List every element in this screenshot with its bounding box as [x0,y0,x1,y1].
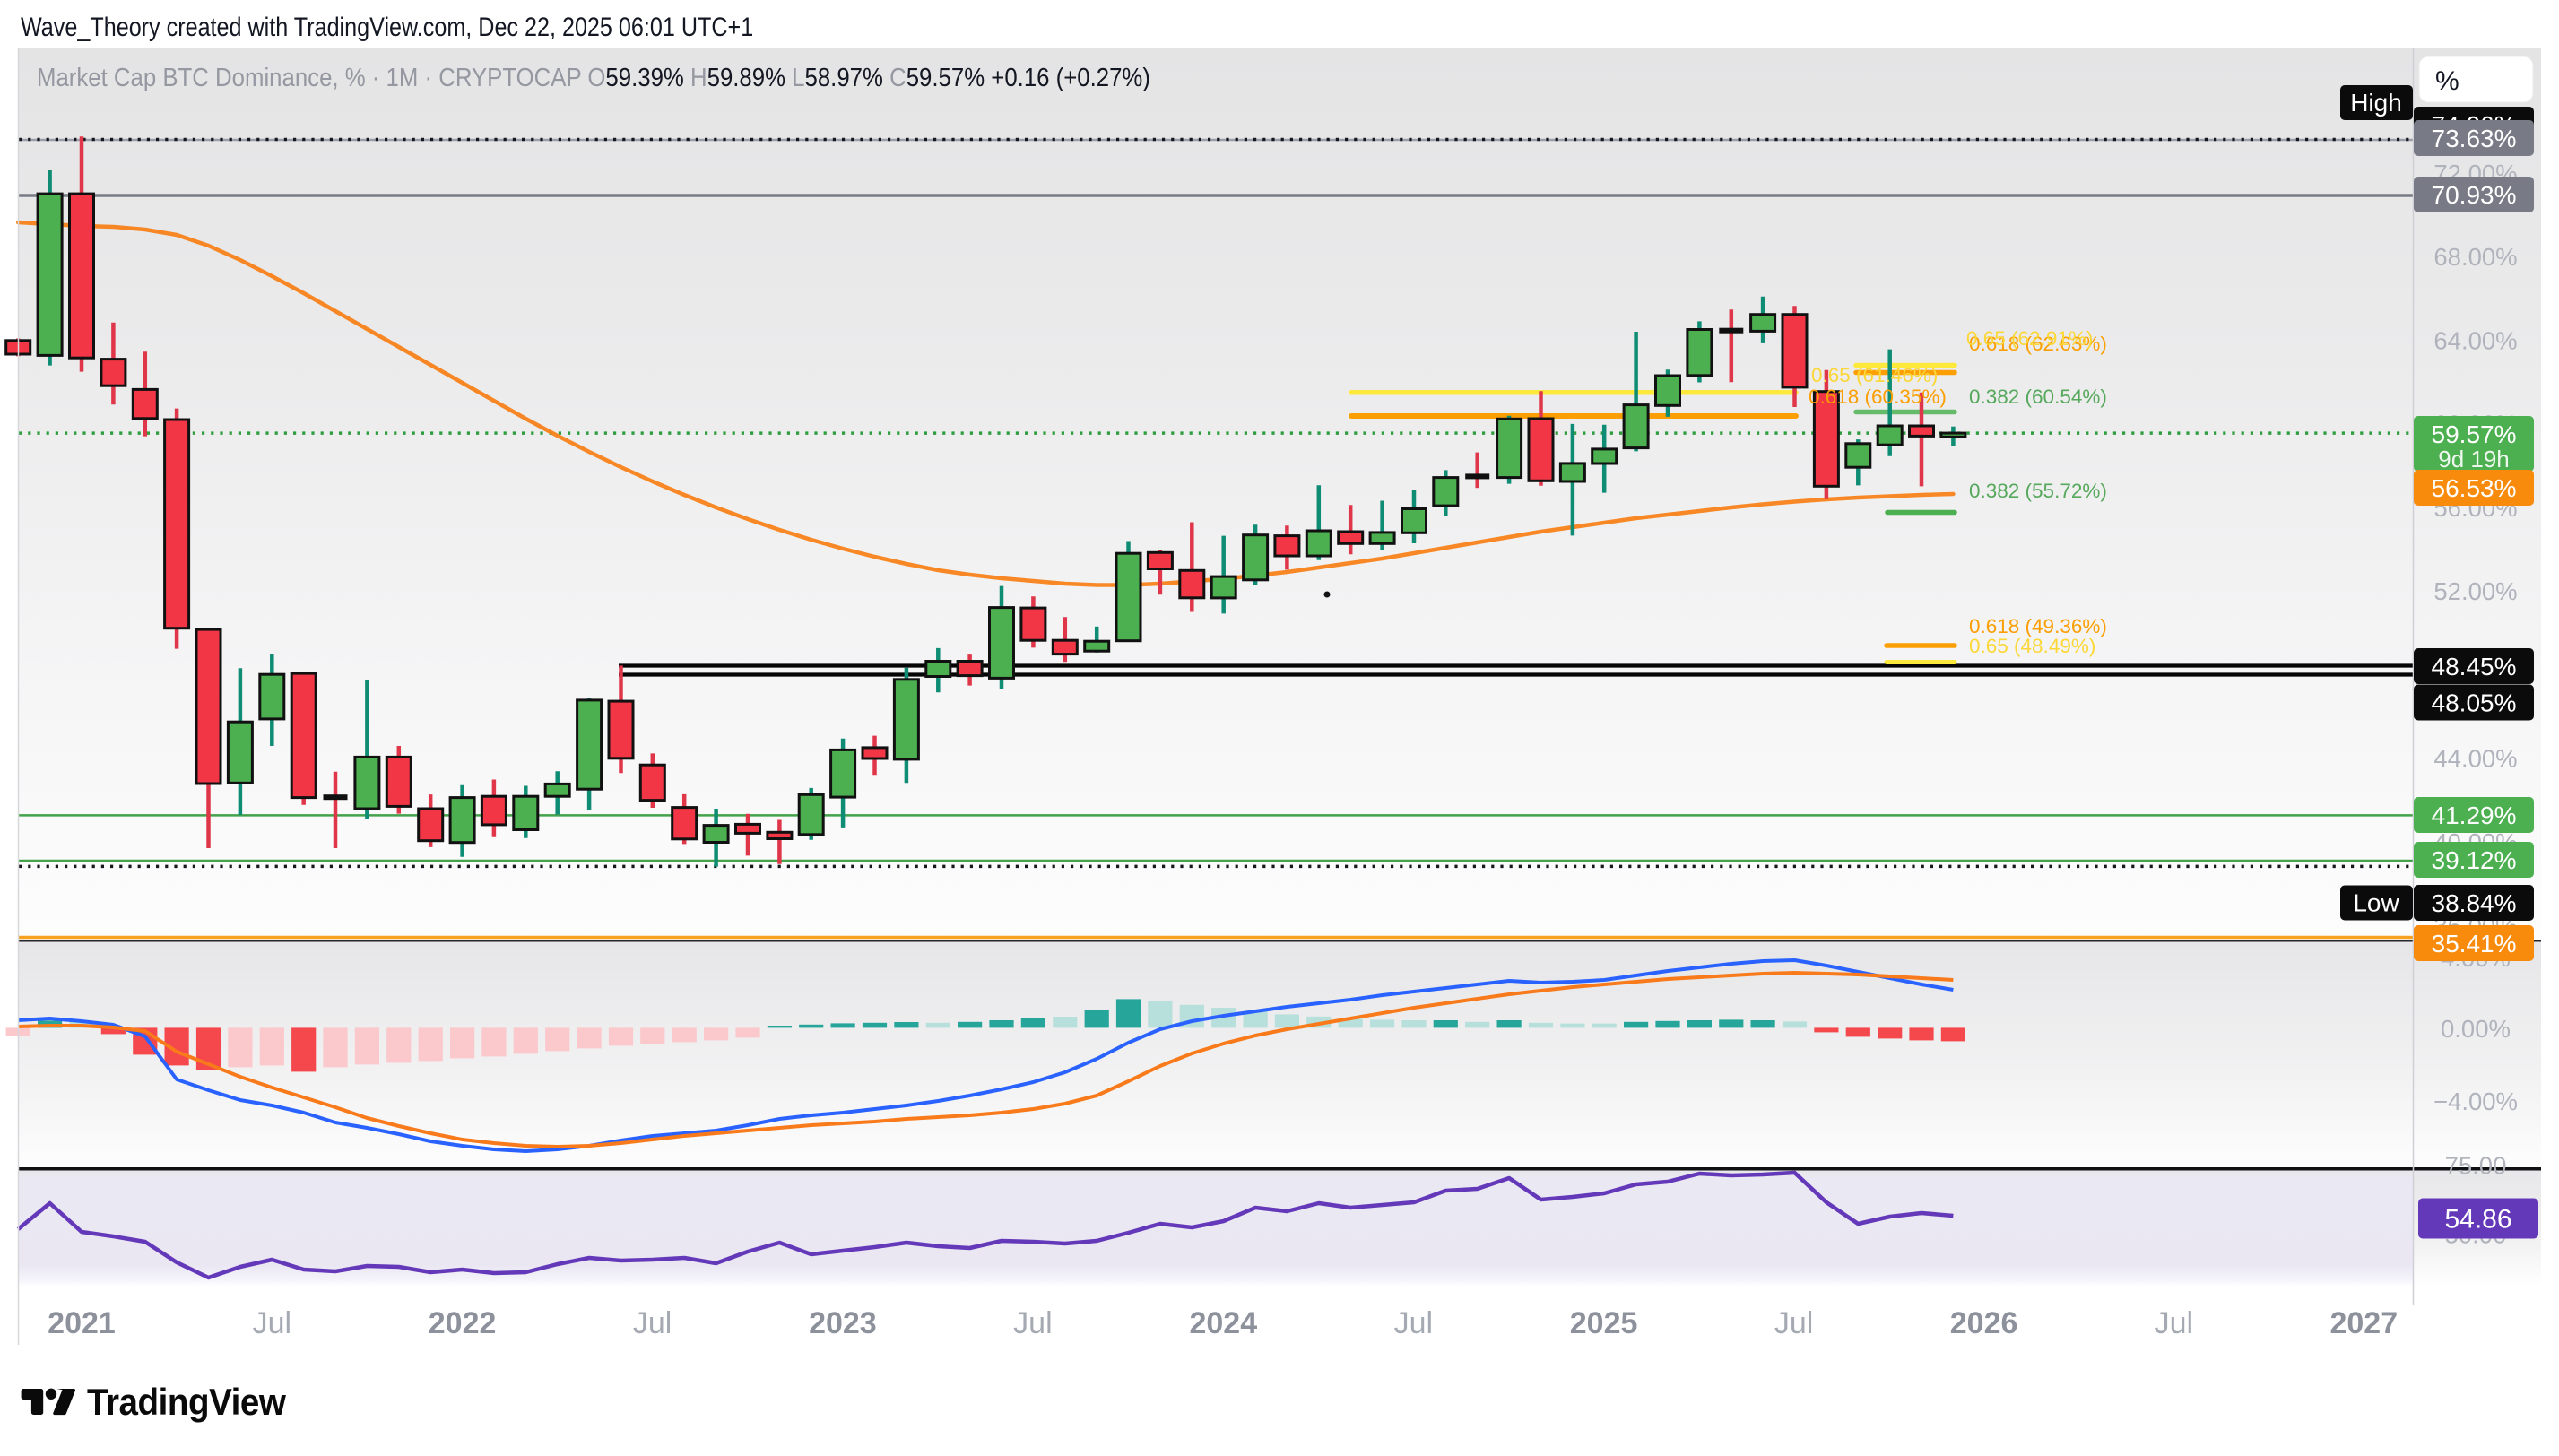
svg-text:Market Cap BTC Dominance, % ·: Market Cap BTC Dominance, % · 1M · CRYPT… [37,63,1150,92]
svg-text:41.29%: 41.29% [2432,802,2517,829]
svg-text:2027: 2027 [2329,1306,2398,1340]
svg-text:44.00%: 44.00% [2433,745,2517,773]
svg-text:48.05%: 48.05% [2432,689,2517,716]
svg-text:2023: 2023 [809,1306,877,1340]
svg-text:38.84%: 38.84% [2432,889,2517,917]
svg-text:%: % [2435,66,2459,96]
svg-text:Jul: Jul [2155,1306,2193,1340]
svg-text:2025: 2025 [1570,1306,1638,1340]
svg-text:56.53%: 56.53% [2432,474,2517,502]
svg-text:0.618 (62.63%): 0.618 (62.63%) [1969,333,2107,355]
svg-text:Jul: Jul [1774,1306,1813,1340]
svg-text:48.45%: 48.45% [2432,653,2517,680]
svg-text:Wave_Theory created with Tradi: Wave_Theory created with TradingView.com… [21,12,753,41]
svg-text:TradingView: TradingView [87,1382,287,1424]
svg-text:High: High [2350,89,2402,117]
svg-text:0.65 (61.46%): 0.65 (61.46%) [1811,364,1938,386]
svg-text:0.618 (60.35%): 0.618 (60.35%) [1809,386,1947,408]
svg-text:35.41%: 35.41% [2432,930,2517,958]
svg-text:73.63%: 73.63% [2432,125,2517,152]
svg-text:−4.00%: −4.00% [2433,1088,2518,1115]
svg-text:39.12%: 39.12% [2432,846,2517,874]
svg-text:0.65 (62.91%): 0.65 (62.91%) [1966,327,2093,350]
svg-text:Jul: Jul [1013,1306,1052,1340]
svg-text:64.00%: 64.00% [2433,326,2517,354]
svg-text:Low: Low [2353,889,2399,917]
svg-text:0.382 (55.72%): 0.382 (55.72%) [1969,480,2107,502]
svg-text:68.00%: 68.00% [2433,243,2517,271]
svg-text:Jul: Jul [633,1306,672,1340]
svg-text:70.93%: 70.93% [2432,181,2517,209]
svg-text:0.65 (48.49%): 0.65 (48.49%) [1969,635,2095,657]
svg-text:2022: 2022 [429,1306,497,1340]
svg-text:75.00: 75.00 [2445,1152,2507,1180]
svg-text:2021: 2021 [48,1306,116,1340]
svg-text:54.86: 54.86 [2444,1205,2511,1235]
svg-text:9d 19h: 9d 19h [2438,446,2510,472]
svg-text:Jul: Jul [1394,1306,1433,1340]
svg-text:0.382 (60.54%): 0.382 (60.54%) [1969,386,2107,408]
svg-text:0.618 (49.36%): 0.618 (49.36%) [1969,615,2107,637]
svg-text:2024: 2024 [1189,1306,1257,1340]
svg-text:52.00%: 52.00% [2433,577,2517,605]
svg-text:Jul: Jul [253,1306,291,1340]
svg-text:2026: 2026 [1950,1306,2018,1340]
svg-text:0.00%: 0.00% [2441,1015,2511,1043]
svg-text:59.57%: 59.57% [2432,420,2517,448]
